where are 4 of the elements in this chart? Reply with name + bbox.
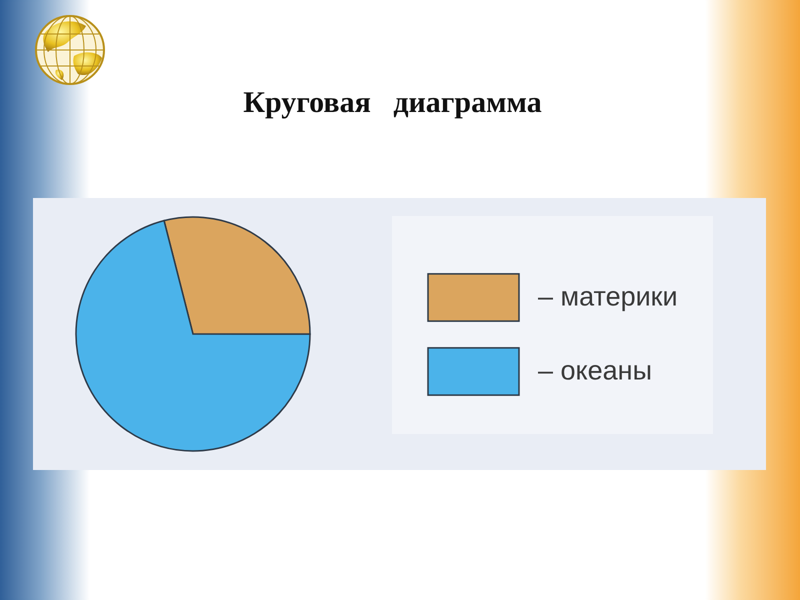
chart-title: Круговая диаграмма xyxy=(243,86,542,119)
pie-slice xyxy=(75,220,311,452)
legend-label: – океаны xyxy=(538,356,652,386)
legend-label: – материки xyxy=(538,282,678,312)
